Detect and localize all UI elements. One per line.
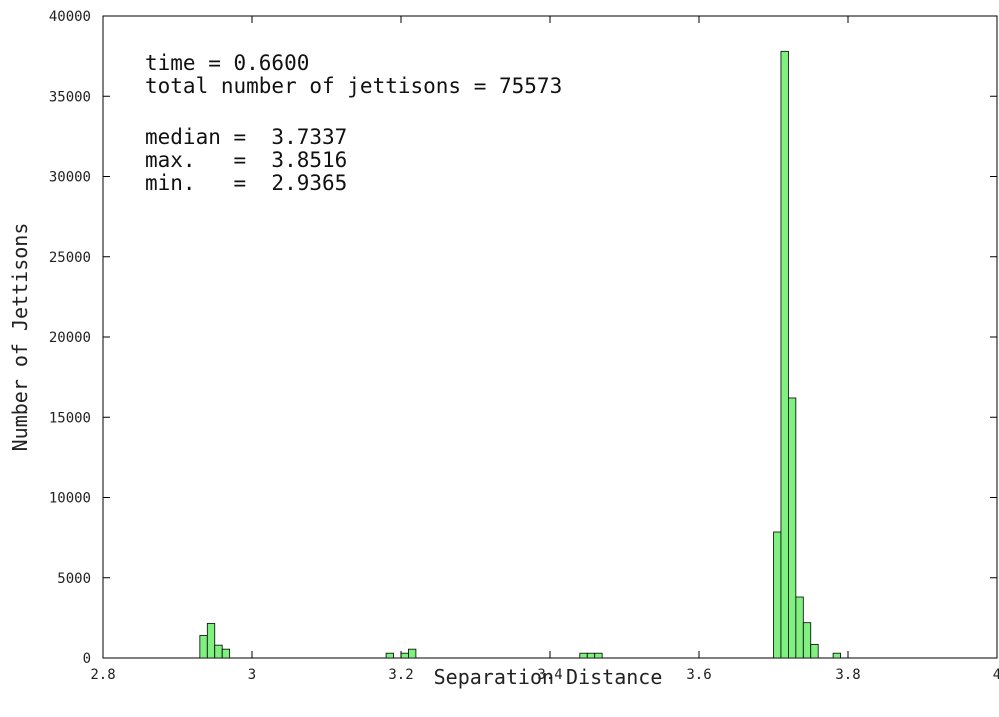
histogram-bar-16	[832, 652, 841, 659]
bars-group	[199, 50, 841, 659]
y-tick-label-6: 30000	[49, 170, 91, 186]
annotation-max: max. = 3.8516	[145, 148, 347, 172]
histogram-bar-10	[773, 531, 782, 659]
y-tick-label-2: 10000	[49, 491, 91, 507]
histogram-bar-2	[214, 644, 223, 659]
x-axis-title: Separation Distance	[434, 665, 663, 689]
y-tick-label-4: 20000	[49, 330, 91, 346]
y-tick-label-7: 35000	[49, 89, 91, 105]
x-tick-label-4: 3.6	[686, 667, 711, 683]
y-tick-label-3: 15000	[49, 410, 91, 426]
x-tick-label-3: 3.4	[537, 667, 562, 683]
histogram-bar-13	[795, 596, 804, 659]
annotation-time: time = 0.6600	[145, 51, 309, 75]
histogram-bar-6	[408, 648, 417, 659]
y-axis-title: Number of Jettisons	[8, 223, 32, 452]
x-tick-label-1: 3	[248, 667, 256, 683]
annotation-min: min. = 2.9365	[145, 171, 347, 195]
histogram-bar-14	[802, 622, 812, 659]
y-tick-label-1: 5000	[57, 571, 91, 587]
histogram-bar-3	[221, 648, 231, 659]
y-tick-label-5: 25000	[49, 250, 91, 266]
histogram-bar-1	[206, 623, 216, 659]
histogram-bar-7	[579, 652, 588, 659]
tick-labels-group: 2.8 3 3.2 3.4 3.6 3.8 4 0 5000 10000 15000 20000 250…	[49, 9, 999, 683]
histogram-bar-15	[810, 643, 819, 659]
annotation-median: median = 3.7337	[145, 125, 347, 149]
plot-frame	[102, 15, 998, 659]
ticks-group	[102, 15, 998, 659]
y-tick-label-0: 0	[83, 651, 91, 667]
histogram-bar-12	[788, 397, 797, 659]
histogram-bar-0	[199, 635, 208, 659]
histogram-bar-8	[586, 652, 596, 659]
histogram-bar-5	[400, 652, 409, 659]
x-tick-label-5: 3.8	[835, 667, 860, 683]
histogram-bar-9	[594, 652, 603, 659]
y-tick-label-8: 40000	[49, 9, 91, 25]
histogram-bar-4	[385, 652, 394, 659]
annotation-total: total number of jettisons = 75573	[145, 74, 562, 98]
x-tick-label-2: 3.2	[388, 667, 413, 683]
x-tick-label-6: 4	[993, 667, 999, 683]
x-tick-label-0: 2.8	[90, 667, 115, 683]
histogram-bar-11	[780, 50, 789, 659]
